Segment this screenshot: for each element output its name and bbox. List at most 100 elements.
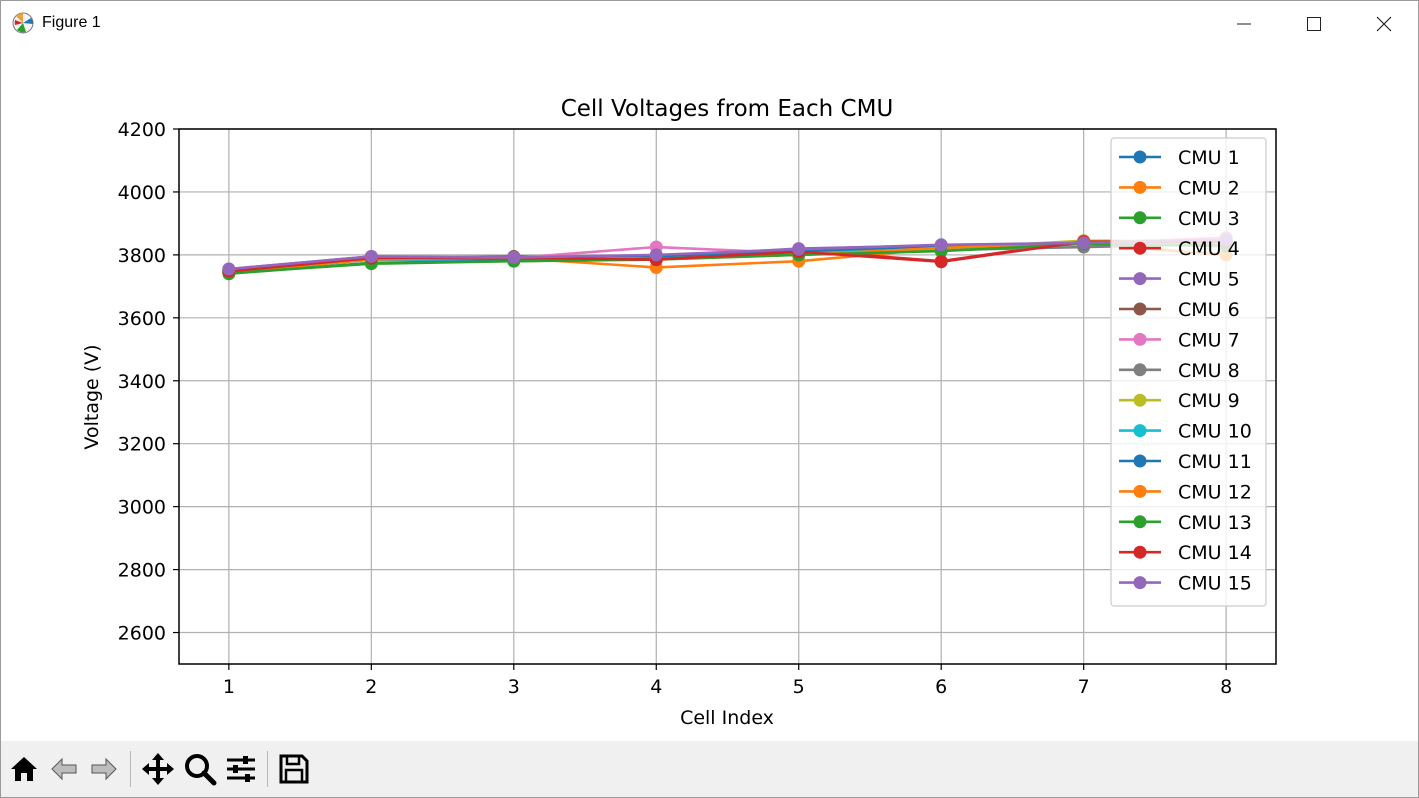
- legend-item: CMU 12: [1119, 481, 1252, 503]
- title-bar: Figure 1: [1, 1, 1418, 47]
- data-point: [934, 238, 948, 252]
- legend-item: CMU 6: [1119, 299, 1240, 321]
- series-line: [228, 238, 1227, 271]
- legend-marker: [1133, 424, 1147, 438]
- chart-title: Cell Voltages from Each CMU: [561, 96, 894, 122]
- x-tick-label: 8: [1220, 676, 1232, 698]
- configure-subplots-icon: [227, 756, 255, 782]
- legend-marker: [1133, 393, 1147, 407]
- legend-marker: [1133, 363, 1147, 377]
- minimize-button[interactable]: [1209, 1, 1279, 47]
- legend-item: CMU 15: [1119, 573, 1252, 595]
- zoom-icon: [185, 754, 217, 786]
- maximize-icon: [1307, 17, 1321, 31]
- save-button[interactable]: [274, 749, 314, 789]
- data-point: [1077, 236, 1091, 250]
- y-axis-label: Voltage (V): [81, 344, 103, 449]
- y-tick-label: 4000: [118, 182, 166, 204]
- legend-marker: [1133, 454, 1147, 468]
- y-tick-label: 3400: [118, 371, 166, 393]
- legend-label: CMU 9: [1178, 390, 1240, 412]
- legend-marker: [1133, 211, 1147, 225]
- legend-label: CMU 7: [1178, 329, 1240, 351]
- x-tick-label: 2: [365, 676, 377, 698]
- close-icon: [1376, 16, 1392, 32]
- pan-icon: [142, 753, 174, 785]
- configure-subplots-button[interactable]: [221, 749, 261, 789]
- matplotlib-app-icon: [12, 12, 34, 34]
- legend-label: CMU 3: [1178, 208, 1240, 230]
- legend-label: CMU 4: [1178, 238, 1240, 260]
- legend: CMU 1 CMU 2 CMU 3 CMU 4 CMU 5 CMU 6 CMU 7 CMU 8…: [1110, 137, 1267, 607]
- home-button[interactable]: [4, 749, 44, 789]
- y-tick-label: 3600: [118, 308, 166, 330]
- legend-label: CMU 11: [1178, 451, 1252, 473]
- data-point: [792, 242, 806, 256]
- toolbar-separator: [267, 751, 268, 787]
- x-axis-label: Cell Index: [680, 707, 774, 729]
- y-tick-label: 3000: [118, 497, 166, 519]
- legend-label: CMU 5: [1178, 269, 1240, 291]
- legend-item: CMU 5: [1119, 269, 1240, 291]
- legend-marker: [1133, 545, 1147, 559]
- legend-item: CMU 11: [1119, 451, 1252, 473]
- legend-label: CMU 13: [1178, 512, 1252, 534]
- legend-label: CMU 14: [1178, 542, 1252, 564]
- y-tick-label: 2600: [118, 623, 166, 645]
- back-icon: [51, 757, 77, 781]
- legend-label: CMU 1: [1178, 147, 1240, 169]
- series-lines: [222, 231, 1233, 281]
- legend-item: CMU 7: [1119, 329, 1240, 351]
- window-title: Figure 1: [42, 14, 101, 31]
- back-button[interactable]: [44, 749, 84, 789]
- x-tick-label: 7: [1078, 676, 1090, 698]
- legend-marker: [1133, 150, 1147, 164]
- data-point: [364, 249, 378, 263]
- legend-marker: [1133, 332, 1147, 346]
- legend-marker: [1133, 515, 1147, 529]
- legend-marker: [1133, 576, 1147, 590]
- data-point: [507, 250, 521, 264]
- y-tick-label: 2800: [118, 560, 166, 582]
- legend-marker: [1133, 302, 1147, 316]
- minimize-icon: [1237, 23, 1251, 25]
- legend-box: [1110, 137, 1267, 607]
- legend-item: CMU 1: [1119, 147, 1240, 169]
- legend-item: CMU 10: [1119, 421, 1252, 443]
- x-tick-label: 6: [935, 676, 947, 698]
- legend-item: CMU 3: [1119, 208, 1240, 230]
- forward-icon: [91, 757, 117, 781]
- legend-marker: [1133, 484, 1147, 498]
- legend-item: CMU 8: [1119, 360, 1240, 382]
- figure-canvas[interactable]: Cell Voltages from Each CMU Cell Index V…: [1, 47, 1418, 741]
- series-line: [228, 240, 1227, 273]
- data-point: [222, 262, 236, 276]
- legend-item: CMU 4: [1119, 238, 1240, 260]
- y-tick-label: 4200: [118, 119, 166, 141]
- save-icon: [279, 754, 309, 784]
- legend-item: CMU 14: [1119, 542, 1252, 564]
- x-tick-label: 3: [508, 676, 520, 698]
- legend-item: CMU 9: [1119, 390, 1240, 412]
- close-button[interactable]: [1349, 1, 1419, 47]
- legend-marker: [1133, 180, 1147, 194]
- maximize-button[interactable]: [1279, 1, 1349, 47]
- legend-marker: [1133, 241, 1147, 255]
- zoom-button[interactable]: [180, 749, 220, 789]
- plot-frame: [178, 128, 1277, 665]
- legend-item: CMU 13: [1119, 512, 1252, 534]
- home-icon: [11, 757, 37, 781]
- legend-label: CMU 10: [1178, 421, 1252, 443]
- legend-label: CMU 12: [1178, 481, 1252, 503]
- navigation-toolbar: [1, 741, 1418, 797]
- data-point: [934, 255, 948, 269]
- forward-button[interactable]: [84, 749, 124, 789]
- x-tick-label: 5: [793, 676, 805, 698]
- legend-marker: [1133, 272, 1147, 286]
- pan-button[interactable]: [138, 749, 178, 789]
- line-chart: Cell Voltages from Each CMU Cell Index V…: [81, 96, 1277, 729]
- legend-item: CMU 2: [1119, 177, 1240, 199]
- legend-label: CMU 6: [1178, 299, 1240, 321]
- legend-label: CMU 2: [1178, 177, 1240, 199]
